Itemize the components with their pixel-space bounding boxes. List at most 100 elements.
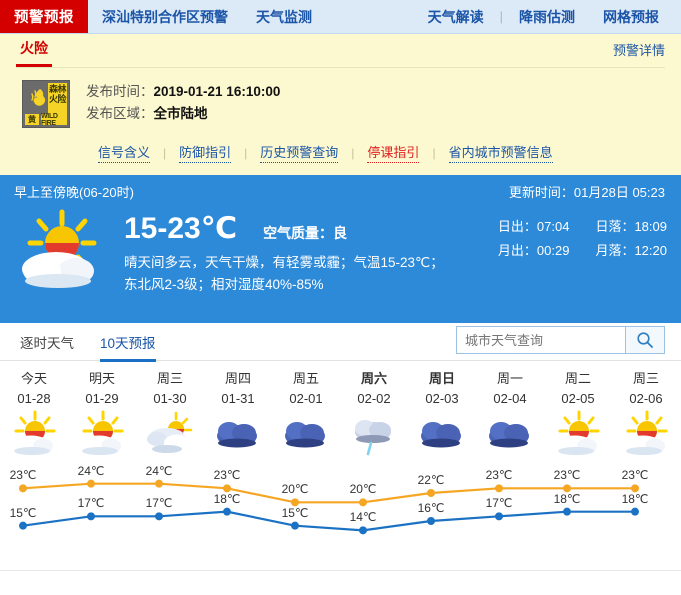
- moonrise-moonset-row: 月出：00:29 月落：12:20: [498, 239, 667, 263]
- alert-link-defense-guide[interactable]: 防御指引: [179, 142, 232, 163]
- low-temp-point: [359, 526, 367, 535]
- high-temp-line: [22, 482, 635, 504]
- high-temp-point: [631, 484, 639, 493]
- today-weather-icon-wrap: [0, 205, 124, 296]
- forecast-day-column[interactable]: 周日 02-03: [408, 369, 476, 457]
- forecast-day-date: 02-03: [425, 391, 459, 406]
- forecast-day-icon: [272, 409, 340, 457]
- low-temp-point: [563, 507, 571, 516]
- high-temp-label: 23℃: [9, 468, 37, 483]
- air-quality-value: 良: [333, 225, 348, 241]
- high-temp-label: 24℃: [77, 463, 105, 478]
- low-temp-point: [223, 507, 231, 516]
- forecast-day-date: 02-02: [357, 391, 391, 406]
- forecast-day-column[interactable]: 周二 02-05: [544, 369, 612, 457]
- low-temp-point: [427, 517, 435, 525]
- nav-item-weather-analysis[interactable]: 天气解读: [427, 8, 484, 25]
- low-temp-point: [631, 507, 639, 516]
- high-temp-label: 23℃: [213, 468, 241, 483]
- low-temp-point: [87, 512, 95, 521]
- forecast-day-name: 今天: [20, 371, 47, 386]
- today-panel-header: 早上至傍晚(06-20时) 更新时间：01月28日 05:23: [0, 175, 681, 201]
- tab-ten-day-forecast[interactable]: 10天预报: [100, 332, 156, 362]
- alert-link-divider: |: [432, 145, 436, 160]
- alert-tab-fire-risk[interactable]: 火险: [16, 38, 52, 67]
- today-description: 晴天间多云，天气干燥，有轻雾或霾；气温15-23℃； 东北风2-3级；相对湿度4…: [124, 252, 681, 296]
- forecast-day-date: 02-04: [493, 391, 527, 406]
- nav-item-grid-forecast[interactable]: 网格预报: [603, 8, 659, 25]
- high-temp-point: [291, 498, 299, 507]
- low-temp-point: [495, 512, 503, 521]
- high-temp-point: [87, 479, 95, 488]
- temperature-chart: 23℃ 15℃ 24℃ 17℃ 24℃ 17℃ 23℃ 18℃ 20℃ 15℃ 20℃ 14℃ 22℃ 1…: [0, 457, 681, 557]
- nav-right-group: 天气解读 | 降雨估测 网格预报: [414, 0, 681, 33]
- nav-item-rain-estimate[interactable]: 降雨估测: [519, 8, 575, 25]
- forecast-day-icon: [476, 409, 544, 457]
- today-panel-main: 15-23℃ 空气质量：良 晴天间多云，天气干燥，有轻雾或霾；气温15-23℃；…: [0, 201, 681, 296]
- today-temp-row: 15-23℃ 空气质量：良: [124, 211, 681, 246]
- high-temp-label: 22℃: [417, 473, 445, 487]
- bottom-divider: [0, 570, 681, 571]
- low-temp-label: 14℃: [349, 510, 377, 525]
- forecast-day-icon: [68, 409, 136, 457]
- today-update-time: 更新时间：01月28日 05:23: [509, 182, 665, 201]
- alert-detail-link[interactable]: 预警详情: [612, 43, 665, 58]
- high-temp-point: [19, 484, 27, 493]
- overcast-cloud-icon: [217, 422, 257, 448]
- low-temp-label: 17℃: [485, 496, 513, 511]
- nav-item-shenshan[interactable]: 深汕特别合作区预警: [102, 8, 228, 25]
- forecast-day-icon: [204, 409, 272, 457]
- forecast-day-column[interactable]: 周四 01-31: [204, 369, 272, 457]
- overcast-cloud-icon: [421, 422, 461, 448]
- alert-link-divider: |: [163, 145, 167, 160]
- search-input[interactable]: [457, 327, 625, 353]
- alert-link-signal-meaning[interactable]: 信号含义: [98, 142, 151, 163]
- high-temp-point: [427, 489, 435, 497]
- forecast-day-name: 周三: [156, 371, 183, 386]
- forecast-day-name: 周五: [292, 371, 319, 386]
- low-temp-label: 16℃: [417, 501, 445, 515]
- high-temp-label: 20℃: [349, 482, 377, 497]
- forecast-day-name: 周四: [224, 371, 251, 386]
- nav-item-weather-monitor[interactable]: 天气监测: [256, 8, 312, 25]
- forecast-day-icon: [0, 409, 68, 457]
- search-button[interactable]: [625, 327, 664, 353]
- warning-level-english: WILD FIRE: [41, 113, 67, 127]
- sunset-time: 日落：18:09: [595, 219, 667, 234]
- forecast-day-name: 周二: [564, 371, 591, 386]
- nav-item-active[interactable]: 预警预报: [0, 0, 88, 33]
- forecast-day-column[interactable]: 周六 02-02: [340, 369, 408, 457]
- alert-link-history-query[interactable]: 历史预警查询: [260, 142, 339, 163]
- today-air-quality: 空气质量：良: [263, 223, 347, 243]
- nav-divider: |: [499, 9, 503, 24]
- temperature-line-chart: [19, 479, 639, 535]
- forecast-day-column[interactable]: 明天 01-29: [68, 369, 136, 457]
- forecast-day-icon: [612, 409, 680, 457]
- air-quality-label: 空气质量：: [263, 225, 334, 241]
- alert-link-province-alerts[interactable]: 省内城市预警信息: [448, 142, 553, 163]
- forecast-day-date: 01-30: [153, 391, 187, 406]
- forecast-day-column[interactable]: 周三 02-06: [612, 369, 680, 457]
- sunrise-time: 日出：07:04: [497, 219, 570, 234]
- search-icon: [637, 332, 653, 348]
- low-temp-point: [291, 521, 299, 530]
- alert-issue-time-label: 发布时间：: [86, 84, 154, 99]
- high-temp-label: 20℃: [281, 482, 309, 497]
- ten-day-forecast: 今天 01-28 明天 01-29 周三 01-30: [0, 361, 681, 571]
- forecast-day-column[interactable]: 周三 01-30: [136, 369, 204, 457]
- tab-hourly-weather[interactable]: 逐时天气: [20, 336, 74, 351]
- alert-area-row: 发布区域：全市陆地: [86, 103, 280, 125]
- forecast-day-column[interactable]: 今天 01-28: [0, 369, 68, 457]
- forecast-day-row: 今天 01-28 明天 01-29 周三 01-30: [0, 361, 681, 457]
- sun-moon-times: 日出：07:04 日落：18:09 月出：00:29 月落：12:20: [498, 215, 667, 263]
- alert-link-class-suspension[interactable]: 停课指引: [367, 142, 420, 163]
- low-temp-label: 15℃: [9, 505, 37, 520]
- forecast-day-icon: [544, 409, 612, 457]
- low-temp-label: 18℃: [213, 491, 241, 506]
- forecast-day-column[interactable]: 周五 02-01: [272, 369, 340, 457]
- alert-issue-time-value: 2019-01-21 16:10:00: [153, 84, 281, 99]
- forecast-day-column[interactable]: 周一 02-04: [476, 369, 544, 457]
- city-search-box: [456, 326, 665, 354]
- today-description-line-2: 东北风2-3级；相对湿度40%-85%: [124, 277, 324, 292]
